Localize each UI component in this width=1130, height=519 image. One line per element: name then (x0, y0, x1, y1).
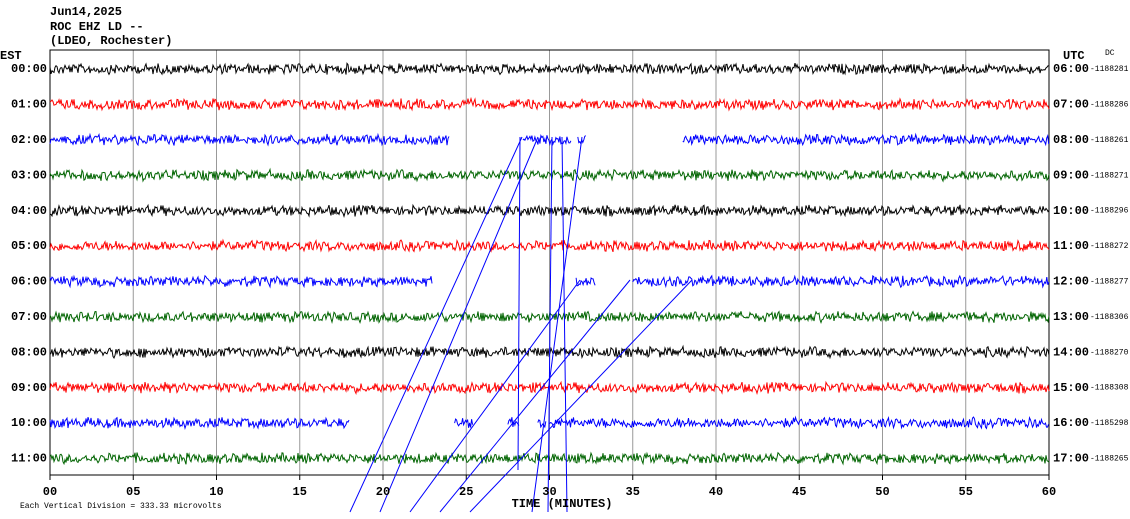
x-tick-label: 25 (459, 485, 473, 499)
glitch-line (409, 279, 581, 513)
utc-label: 09:00 (1053, 168, 1089, 182)
utc-label: 11:00 (1053, 239, 1089, 253)
trace-segment (49, 203, 1050, 219)
x-tick-label: 15 (293, 485, 307, 499)
est-label: 10:00 (11, 416, 47, 430)
utc-label: 15:00 (1053, 381, 1089, 395)
est-label: 00:00 (11, 62, 47, 76)
est-label: 09:00 (11, 381, 47, 395)
utc-label: 08:00 (1053, 133, 1089, 147)
dc-label: DC (1105, 49, 1115, 58)
dc-offset: -1188272 (1090, 242, 1129, 251)
glitch-line (517, 136, 521, 471)
trace-segment (49, 132, 450, 147)
est-label: 03:00 (11, 168, 47, 182)
trace-segment (507, 417, 520, 427)
trace-segment (49, 62, 1050, 76)
glitch-line (561, 136, 568, 513)
x-tick-label: 00 (43, 485, 57, 499)
dc-offset: -1188270 (1090, 348, 1129, 357)
trace-segment (49, 416, 350, 431)
utc-label: 13:00 (1053, 310, 1089, 324)
dc-offset: -1188306 (1090, 313, 1129, 322)
trace-segment (454, 418, 474, 428)
utc-label: 06:00 (1053, 62, 1089, 76)
network: (LDEO, Rochester) (50, 34, 172, 48)
x-tick-label: 10 (209, 485, 223, 499)
x-tick-label: 30 (542, 485, 556, 499)
x-tick-label: 50 (875, 485, 889, 499)
utc-label: 12:00 (1053, 275, 1089, 289)
dc-offset: -1188308 (1090, 384, 1129, 393)
glitch-line (469, 279, 693, 513)
trace-segment (49, 451, 1050, 466)
x-tick-label: 60 (1042, 485, 1056, 499)
est-label: 07:00 (11, 310, 47, 324)
date: Jun14,2025 (50, 5, 122, 19)
x-tick-label: 45 (792, 485, 806, 499)
dc-offset: -1188296 (1090, 207, 1129, 216)
utc-label: 14:00 (1053, 345, 1089, 359)
x-tick-label: 20 (376, 485, 390, 499)
dc-offset: -1188277 (1090, 278, 1129, 287)
est-label: 11:00 (11, 452, 47, 466)
est-label: 02:00 (11, 133, 47, 147)
trace-segment (537, 419, 547, 429)
x-tick-label: 55 (959, 485, 973, 499)
glitch-lines (349, 136, 693, 513)
est-label: 06:00 (11, 275, 47, 289)
x-tick-label: 35 (626, 485, 640, 499)
dc-offset: -1188286 (1090, 101, 1129, 110)
utc-label: 10:00 (1053, 204, 1089, 218)
trace-segment (49, 310, 1050, 325)
est-label: 08:00 (11, 345, 47, 359)
dc-offset: -1185298 (1090, 419, 1129, 428)
glitch-line (547, 136, 553, 513)
trace-segment (632, 274, 1050, 289)
trace-segment (49, 238, 1050, 253)
trace-segment (49, 274, 433, 289)
trace-segment (575, 277, 596, 287)
est-label: 04:00 (11, 204, 47, 218)
station: ROC EHZ LD -- (50, 20, 144, 34)
dc-offset: -1188261 (1090, 136, 1129, 145)
dc-offset: -1188281 (1090, 65, 1129, 74)
footer: Each Vertical Division = 333.33 microvol… (20, 502, 222, 511)
glitch-line (439, 279, 631, 513)
x-axis-label: TIME (MINUTES) (512, 497, 613, 511)
trace-segment (522, 134, 572, 147)
glitch-line (349, 136, 523, 513)
est-label: 01:00 (11, 98, 47, 112)
right-zone: UTC (1063, 49, 1085, 63)
est-label: 05:00 (11, 239, 47, 253)
x-tick-label: 05 (126, 485, 140, 499)
trace-segment (49, 167, 1050, 183)
dc-offset: -1188271 (1090, 171, 1129, 180)
glitch-line (531, 136, 583, 513)
utc-label: 07:00 (1053, 98, 1089, 112)
utc-label: 16:00 (1053, 416, 1089, 430)
trace-segment (549, 415, 1049, 430)
trace-segment (49, 96, 1050, 112)
x-tick-label: 40 (709, 485, 723, 499)
plot-frame (49, 49, 1050, 476)
utc-label: 17:00 (1053, 452, 1089, 466)
glitch-line (379, 136, 539, 513)
trace-segment (682, 132, 1050, 147)
dc-offset: -1188265 (1090, 455, 1129, 464)
left-zone: EST (0, 49, 22, 63)
